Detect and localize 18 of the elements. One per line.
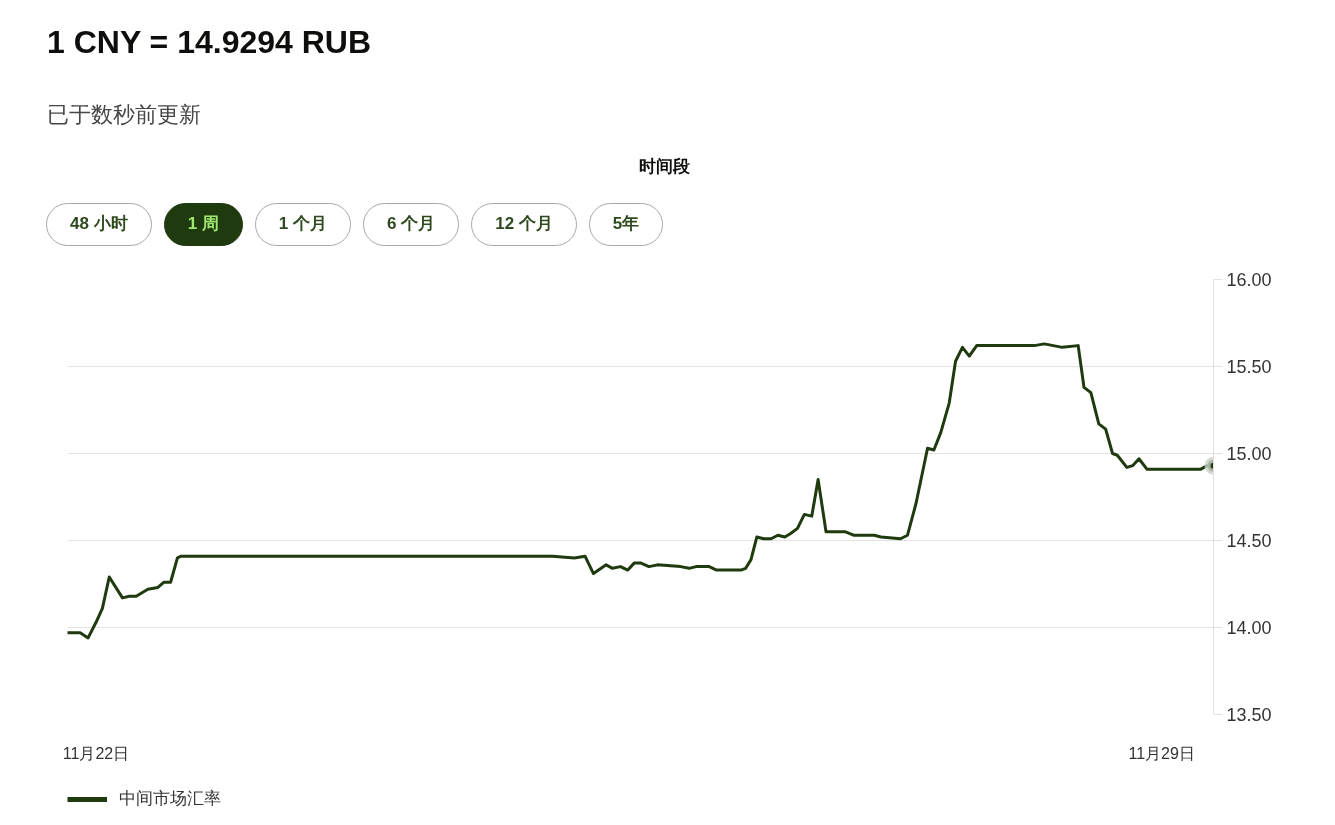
text: 48 小时 xyxy=(46,203,152,246)
chart-title: 1 CNY = 14.9294 RUB xyxy=(47,23,372,62)
y-tick-label: 13.50 xyxy=(1226,705,1272,725)
text: 12 个月 xyxy=(471,203,577,246)
text: 1 个月 xyxy=(254,203,352,246)
y-tick-label: 14.50 xyxy=(1226,531,1272,551)
y-tick-label: 14.00 xyxy=(1226,618,1272,638)
x-tick-label: 11月29日 xyxy=(1128,744,1195,762)
chart-subtitle: 已于数秒前更新 xyxy=(47,101,201,129)
text: 5年 xyxy=(588,203,664,246)
text: 时间段 xyxy=(638,156,690,178)
y-tick-label: 15.00 xyxy=(1226,444,1272,464)
y-tick-label: 16.00 xyxy=(1226,270,1272,290)
legend-label: 中间市场汇率 xyxy=(119,788,221,810)
text: 1 周 xyxy=(163,203,243,246)
x-tick-label: 11月22日 xyxy=(62,744,130,762)
y-tick-label: 15.50 xyxy=(1226,357,1272,377)
text: 6 个月 xyxy=(363,203,460,246)
